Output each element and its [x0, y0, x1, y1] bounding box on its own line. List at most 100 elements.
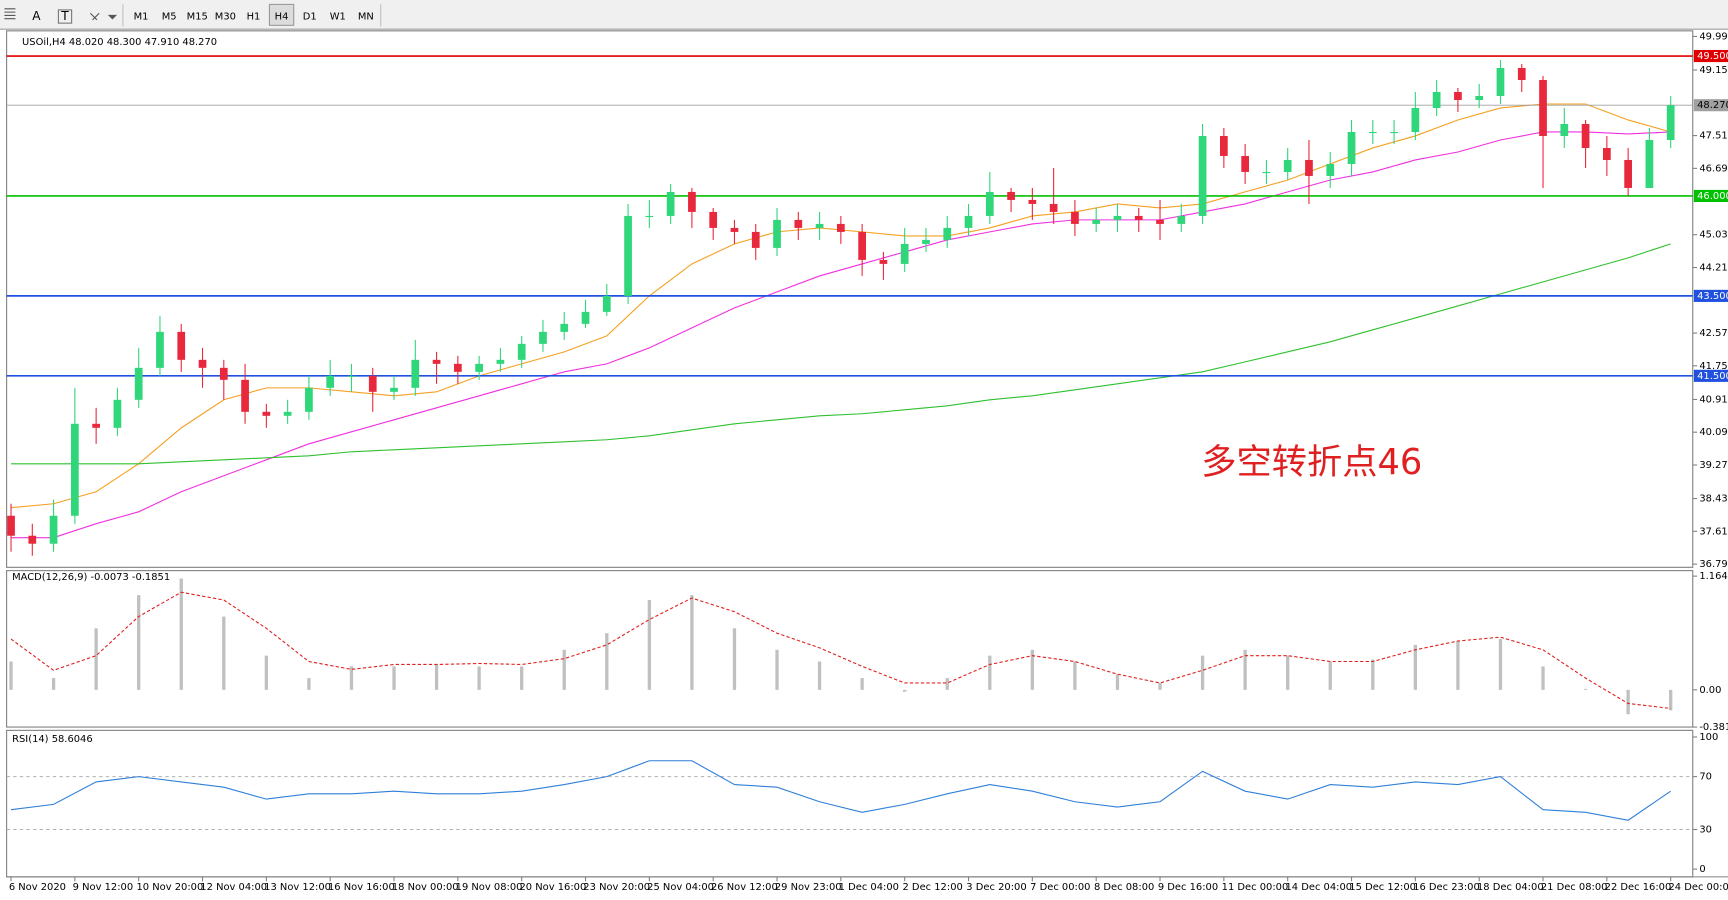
x-tick-label: 20 Nov 16:00 — [519, 882, 586, 893]
x-tick-label: 14 Dec 04:00 — [1285, 882, 1352, 893]
timeframe-button[interactable]: M1 — [134, 12, 149, 23]
macd-bar — [690, 595, 694, 690]
macd-bar — [1498, 639, 1503, 690]
candle-body — [219, 367, 228, 380]
candle-body — [347, 375, 356, 377]
candle-body — [837, 223, 845, 232]
macd-bar — [349, 666, 354, 690]
candle-body — [1156, 219, 1164, 224]
macd-bar — [945, 678, 949, 690]
timeframe-button[interactable]: W1 — [330, 12, 346, 23]
x-tick-label: 6 Nov 2020 — [9, 882, 66, 893]
candle-body — [1262, 171, 1271, 174]
candle-body — [156, 331, 164, 368]
candle-body — [177, 331, 186, 360]
y-tick-label: 1.1646 — [1699, 571, 1728, 582]
candle-body — [134, 367, 143, 400]
candle-body — [1645, 139, 1654, 188]
macd-title: MACD(12,26,9) -0.0073 -0.1851 — [12, 572, 170, 583]
y-tick-label: -0.3812 — [1699, 722, 1728, 733]
macd-bar — [562, 649, 566, 690]
candle-body — [709, 211, 718, 228]
x-tick-label: 15 Dec 12:00 — [1349, 882, 1416, 893]
level-label: 41.500 — [1697, 371, 1728, 382]
macd-bar — [434, 664, 439, 690]
candle-body — [411, 359, 420, 388]
macd-bar — [605, 633, 609, 690]
tool-text[interactable]: T — [60, 9, 69, 23]
crosshair-icon[interactable] — [4, 8, 16, 20]
candle-body — [1071, 211, 1079, 224]
timeframe-button[interactable]: M30 — [215, 12, 236, 23]
candle-body — [1326, 163, 1335, 176]
candle-body — [1220, 135, 1228, 156]
macd-bar — [647, 600, 652, 690]
rsi-title: RSI(14) 58.6046 — [12, 734, 93, 745]
candle-body — [1092, 219, 1101, 224]
candle-body — [879, 259, 888, 264]
y-tick-label: 70 — [1699, 772, 1712, 783]
tool-text[interactable]: A — [32, 9, 41, 23]
annotation: 多空转折点46 — [1201, 442, 1422, 483]
candle-body — [985, 191, 994, 216]
x-tick-label: 11 Dec 00:00 — [1222, 882, 1289, 893]
macd-bar — [264, 655, 269, 690]
timeframe-button[interactable]: D1 — [303, 12, 317, 23]
macd-bar — [1115, 674, 1120, 690]
timeframe-button[interactable]: H1 — [247, 12, 261, 23]
level-label: 48.270 — [1697, 100, 1728, 111]
x-tick-label: 9 Dec 16:00 — [1158, 882, 1218, 893]
level-label-box — [1693, 289, 1728, 302]
x-tick-label: 2 Dec 12:00 — [902, 882, 962, 893]
x-tick-label: 19 Nov 08:00 — [456, 882, 523, 893]
x-tick-label: 16 Dec 23:00 — [1413, 882, 1480, 893]
candle-body — [198, 359, 207, 368]
macd-bar — [94, 628, 98, 690]
level-label-box — [1693, 99, 1728, 112]
macd-signal — [10, 591, 1671, 709]
candle-body — [1028, 199, 1037, 204]
macd-bar — [1456, 641, 1460, 690]
y-tick-label: 46.690 — [1699, 163, 1728, 174]
arrows-icon[interactable] — [89, 12, 100, 21]
candle-body — [943, 227, 952, 240]
candle-body — [92, 423, 100, 428]
x-tick-label: 9 Nov 12:00 — [73, 882, 133, 893]
y-tick-label: 42.570 — [1699, 328, 1728, 339]
dropdown-icon[interactable] — [107, 14, 118, 20]
candle-body — [1560, 123, 1569, 136]
timeframe-button[interactable]: M5 — [162, 12, 177, 23]
chart-title: USOil,H4 48.020 48.300 47.910 48.270 — [22, 37, 217, 48]
y-tick-label: 40.910 — [1699, 394, 1728, 405]
moving-average — [11, 131, 1671, 539]
macd-bar — [1200, 655, 1205, 690]
macd-bar — [307, 678, 311, 690]
candle-body — [1283, 159, 1292, 172]
y-tick-label: 100 — [1699, 732, 1718, 743]
candle-body — [1007, 191, 1015, 200]
candle-body — [858, 231, 866, 260]
x-tick-label: 12 Nov 04:00 — [200, 882, 267, 893]
y-tick-label: 30 — [1699, 824, 1712, 835]
timeframe-button[interactable]: M15 — [187, 12, 208, 23]
macd-bar — [775, 649, 779, 690]
y-tick-label: 44.210 — [1699, 263, 1728, 274]
x-tick-label: 3 Dec 20:00 — [966, 882, 1026, 893]
y-tick-label: 36.790 — [1699, 559, 1728, 570]
macd-bar — [520, 666, 524, 690]
macd-bar — [1073, 661, 1077, 690]
macd-bar — [1371, 659, 1375, 690]
macd-bar — [1583, 688, 1588, 690]
candle-body — [581, 311, 590, 324]
candle-body — [815, 223, 824, 228]
x-tick-label: 25 Nov 04:00 — [647, 882, 714, 893]
candle-body — [28, 535, 37, 544]
macd-bar — [1158, 682, 1162, 690]
y-tick-label: 47.510 — [1699, 131, 1728, 142]
candle-body — [517, 343, 526, 360]
timeframe-button[interactable]: H4 — [275, 12, 289, 23]
x-tick-label: 8 Dec 08:00 — [1094, 882, 1154, 893]
macd-bar — [817, 661, 822, 690]
timeframe-button[interactable]: MN — [358, 12, 374, 23]
candle-body — [475, 363, 483, 372]
